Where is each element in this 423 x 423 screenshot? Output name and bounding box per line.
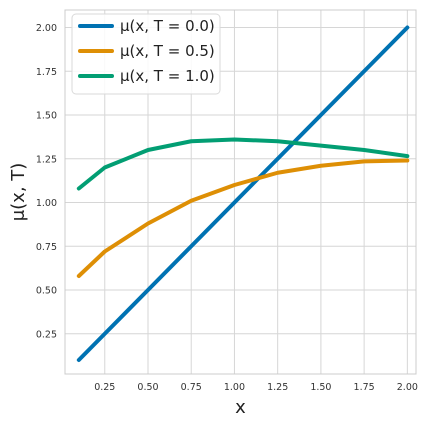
legend-label-1: μ(x, T = 0.5) — [120, 42, 215, 60]
x-axis-ticks: 0.25 0.50 0.75 1.00 1.25 1.50 1.75 2.00 — [94, 382, 418, 393]
x-tick-label: 1.25 — [267, 382, 288, 393]
x-axis-label: x — [235, 397, 246, 418]
grid — [65, 10, 416, 374]
y-tick-label: 1.00 — [36, 198, 57, 209]
series-lines — [76, 25, 410, 362]
series-line-2 — [76, 137, 410, 191]
series-line-1 — [76, 158, 410, 278]
x-tick-label: 2.00 — [397, 382, 418, 393]
legend: μ(x, T = 0.0) μ(x, T = 0.5) μ(x, T = 1.0) — [71, 13, 221, 95]
y-tick-label: 1.25 — [36, 154, 57, 165]
y-tick-label: 1.75 — [36, 67, 57, 78]
x-tick-label: 1.00 — [224, 382, 245, 393]
y-axis-ticks: 0.25 0.50 0.75 1.00 1.25 1.50 1.75 2.00 — [36, 23, 57, 340]
legend-label-0: μ(x, T = 0.0) — [120, 17, 215, 35]
y-tick-label: 2.00 — [36, 23, 57, 34]
y-axis-label: μ(x, T) — [8, 163, 29, 222]
y-tick-label: 0.75 — [36, 242, 57, 253]
y-tick-label: 1.50 — [36, 111, 57, 122]
series-line-0 — [76, 25, 410, 362]
x-tick-label: 0.25 — [94, 382, 115, 393]
y-tick-label: 0.50 — [36, 286, 57, 297]
x-tick-label: 1.75 — [354, 382, 375, 393]
x-tick-label: 0.50 — [137, 382, 158, 393]
y-tick-label: 0.25 — [36, 329, 57, 340]
x-tick-label: 0.75 — [181, 382, 202, 393]
plot-frame — [64, 9, 417, 375]
legend-label-2: μ(x, T = 1.0) — [120, 67, 215, 85]
x-tick-label: 1.50 — [310, 382, 331, 393]
